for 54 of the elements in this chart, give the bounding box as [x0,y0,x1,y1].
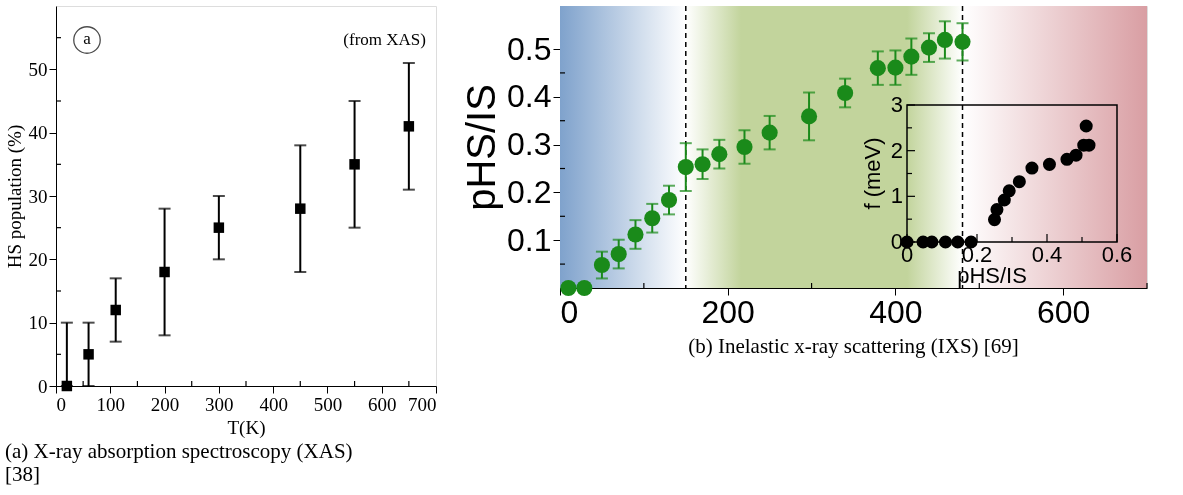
text: (a) X-ray absorption spectroscopy (XAS) [38] [5,439,353,486]
x-tick-label: 100 [96,393,126,415]
y-tick-label: 40 [28,122,48,144]
point [83,349,94,360]
y-tick-label: 50 [28,58,48,80]
point [403,121,415,132]
y-tick-label: 0.2 [507,173,552,210]
x-tick-label: 300 [205,393,234,415]
x-tick-label: 0.4 [1031,242,1063,267]
y-axis-title: pHS/IS [459,84,504,211]
annotation: a [83,29,92,48]
text: (b) Inelastic x-ray scattering (IXS) [69] [688,334,1019,358]
x-tick-label: 0 [56,393,66,415]
point [1002,184,1016,198]
y-axis-title: f (meV) [860,137,885,210]
x-tick-label: 0.6 [1101,242,1133,267]
y-tick-label: 3 [890,92,903,117]
point [1012,175,1026,189]
point [925,235,939,249]
y-tick-label: 0.4 [507,78,552,115]
annotation: (from XAS) [343,30,426,49]
point [61,380,73,392]
y-tick-label: 0.5 [507,30,552,67]
x-axis-title: T(K) [227,416,266,439]
x-tick-label: 400 [869,293,923,330]
point [1069,148,1083,162]
point [938,235,953,249]
point [951,235,965,249]
y-tick-label: 2 [890,137,903,163]
y-tick-label: 30 [28,185,48,207]
y-tick-label: 0.1 [507,221,552,258]
point [295,203,306,214]
x-tick-label: 400 [259,393,288,415]
point [1042,157,1056,171]
y-tick-label: 0 [38,375,48,397]
point [1025,161,1039,175]
point [990,203,1004,217]
x-tick-label: 700 [408,393,437,415]
y-tick-label: 20 [28,248,48,270]
x-tick-label: 200 [701,293,755,330]
point [1079,119,1093,133]
x-tick-label: 500 [313,393,343,415]
point [110,304,121,316]
x-tick-label: 200 [150,393,180,415]
y-tick-label: 0.3 [507,126,552,163]
point [213,222,225,233]
y-tick-label: 1 [890,183,903,209]
point [159,266,170,278]
point [349,159,360,170]
x-tick-label: 0 [560,293,579,330]
y-tick-label: 10 [28,312,48,334]
y-axis-title: HS population (%) [3,124,26,269]
x-tick-label: 600 [367,393,397,415]
x-tick-label: 600 [1036,293,1091,330]
